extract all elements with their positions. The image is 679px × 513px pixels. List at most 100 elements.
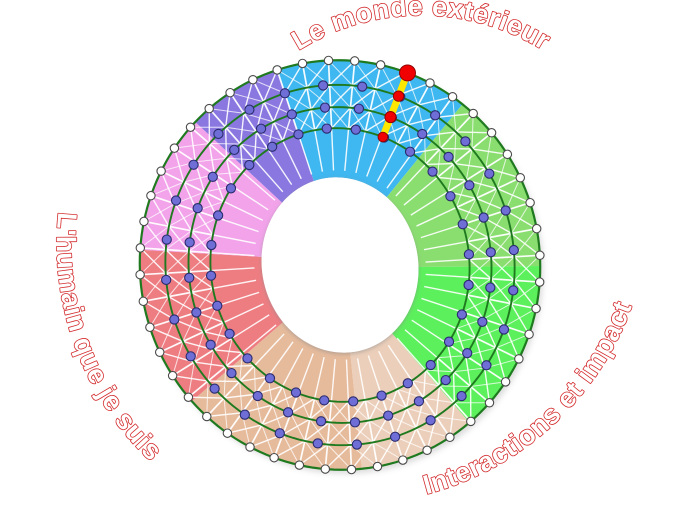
highlight-path[interactable] [379,69,412,141]
node-ring-mid-outer[interactable] [484,168,495,179]
node-ring-mid-outer[interactable] [312,438,323,449]
node-ring-outer[interactable] [515,173,526,183]
node-ring-outer[interactable] [135,243,146,253]
highlight-noeud-1[interactable] [377,131,389,143]
node-ring-inner[interactable] [443,336,455,347]
node-ring-inner[interactable] [212,210,224,221]
node-ring-mid-inner[interactable] [319,102,331,113]
node-ring-mid-inner[interactable] [205,339,216,350]
node-ring-mid-outer[interactable] [508,244,519,256]
node-ring-outer[interactable] [154,347,165,357]
node-ring-outer[interactable] [138,296,149,307]
node-ring-mid-outer[interactable] [213,128,224,140]
node-ring-mid-inner[interactable] [462,348,473,359]
node-ring-mid-outer[interactable] [161,274,172,286]
node-ring-inner[interactable] [321,123,332,134]
node-ring-mid-outer[interactable] [274,428,285,439]
node-ring-mid-outer[interactable] [169,314,180,325]
node-ring-mid-outer[interactable] [209,383,220,394]
node-ring-outer[interactable] [320,464,331,474]
node-ring-mid-outer[interactable] [188,159,199,170]
node-ring-outer[interactable] [145,322,155,333]
node-ring-inner[interactable] [348,396,359,407]
node-ring-mid-outer[interactable] [170,195,182,206]
node-ring-outer[interactable] [204,103,214,114]
node-ring-mid-inner[interactable] [349,417,361,428]
node-ring-inner[interactable] [264,373,276,384]
node-ring-outer[interactable] [525,197,535,208]
node-ring-mid-inner[interactable] [226,367,237,379]
highlight-noeud-4[interactable] [399,64,416,82]
node-ring-outer[interactable] [375,60,386,70]
highlight-noeud-2[interactable] [384,111,397,124]
node-ring-outer[interactable] [531,223,542,234]
node-ring-mid-inner[interactable] [255,123,267,134]
node-ring-mid-outer[interactable] [389,431,401,442]
node-ring-mid-outer[interactable] [239,409,250,420]
node-ring-inner[interactable] [425,359,436,371]
node-ring-mid-inner[interactable] [229,144,240,156]
node-ring-outer[interactable] [139,216,149,227]
node-ring-inner[interactable] [456,309,468,320]
node-ring-outer[interactable] [531,303,541,314]
node-ring-inner[interactable] [427,166,438,177]
node-ring-outer[interactable] [500,377,511,387]
node-ring-inner[interactable] [457,219,468,230]
node-ring-inner[interactable] [463,249,475,260]
node-ring-mid-inner[interactable] [252,390,263,402]
node-ring-outer[interactable] [534,277,545,287]
node-ring-mid-inner[interactable] [184,272,195,283]
node-ring-inner[interactable] [242,353,253,364]
node-ring-outer[interactable] [169,143,180,153]
node-ring-mid-inner[interactable] [184,237,195,248]
node-ring-outer[interactable] [447,92,458,102]
node-ring-mid-inner[interactable] [478,212,489,223]
node-ring-inner[interactable] [445,191,456,202]
node-ring-outer[interactable] [466,416,476,427]
node-ring-outer[interactable] [135,269,145,280]
node-ring-mid-outer[interactable] [460,136,471,147]
node-ring-inner[interactable] [293,129,304,140]
node-ring-outer[interactable] [514,354,524,364]
node-ring-mid-inner[interactable] [443,151,454,163]
node-ring-outer[interactable] [372,461,383,472]
node-ring-mid-outer[interactable] [357,81,368,92]
node-ring-mid-outer[interactable] [351,439,363,450]
node-ring-outer[interactable] [422,445,432,456]
node-ring-outer[interactable] [183,392,194,402]
node-ring-mid-outer[interactable] [456,390,467,402]
node-ring-outer[interactable] [349,56,360,66]
node-ring-outer[interactable] [202,411,212,422]
node-ring-outer[interactable] [484,398,495,408]
node-ring-mid-inner[interactable] [353,103,365,114]
node-ring-outer[interactable] [398,455,408,465]
highlight-noeud-3[interactable] [392,90,405,102]
node-ring-outer[interactable] [222,428,233,438]
node-ring-mid-outer[interactable] [161,234,172,245]
node-ring-mid-outer[interactable] [279,88,291,99]
node-ring-inner[interactable] [376,390,387,401]
node-ring-outer[interactable] [272,65,282,75]
node-ring-outer[interactable] [294,460,305,470]
node-ring-outer[interactable] [524,329,534,340]
node-ring-mid-inner[interactable] [464,180,475,191]
node-ring-mid-inner[interactable] [192,203,203,214]
node-ring-mid-inner[interactable] [417,128,428,140]
node-ring-mid-outer[interactable] [500,205,511,216]
node-ring-mid-outer[interactable] [317,80,329,91]
sector-light-green[interactable] [386,104,541,268]
node-ring-inner[interactable] [212,300,223,311]
node-ring-inner[interactable] [205,270,217,281]
node-ring-outer[interactable] [185,122,196,132]
node-ring-mid-outer[interactable] [498,324,510,335]
sector-purple[interactable] [195,69,314,203]
node-ring-mid-outer[interactable] [244,104,255,115]
node-ring-mid-inner[interactable] [191,307,202,318]
node-ring-outer[interactable] [502,149,513,160]
node-ring-inner[interactable] [402,378,413,389]
node-ring-inner[interactable] [224,328,235,339]
node-ring-outer[interactable] [425,78,435,88]
node-ring-inner[interactable] [206,239,217,251]
node-ring-outer[interactable] [346,464,357,475]
node-ring-inner[interactable] [290,387,302,398]
